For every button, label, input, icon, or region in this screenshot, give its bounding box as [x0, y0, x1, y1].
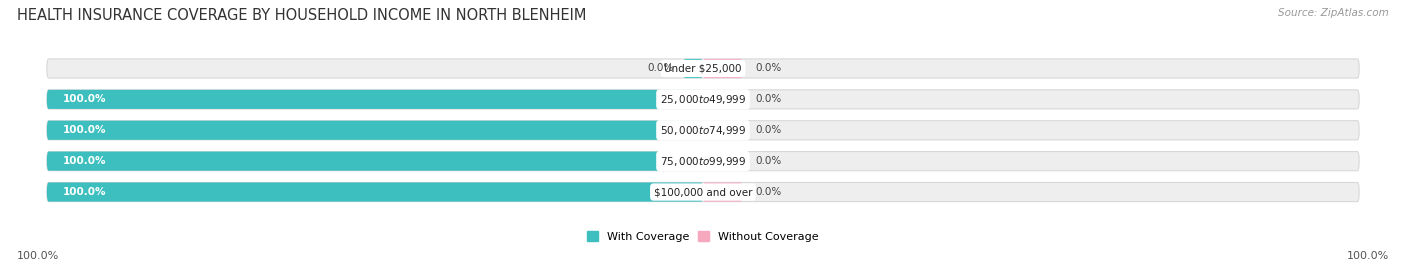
- Text: 100.0%: 100.0%: [63, 125, 107, 135]
- FancyBboxPatch shape: [46, 90, 1360, 109]
- FancyBboxPatch shape: [46, 182, 1360, 201]
- Text: 0.0%: 0.0%: [755, 63, 782, 73]
- Text: 0.0%: 0.0%: [755, 94, 782, 104]
- Text: 100.0%: 100.0%: [63, 187, 107, 197]
- Text: HEALTH INSURANCE COVERAGE BY HOUSEHOLD INCOME IN NORTH BLENHEIM: HEALTH INSURANCE COVERAGE BY HOUSEHOLD I…: [17, 8, 586, 23]
- Text: 100.0%: 100.0%: [1347, 251, 1389, 261]
- Text: 0.0%: 0.0%: [647, 63, 673, 73]
- FancyBboxPatch shape: [46, 59, 1360, 78]
- FancyBboxPatch shape: [703, 151, 742, 171]
- FancyBboxPatch shape: [683, 59, 703, 78]
- Text: Source: ZipAtlas.com: Source: ZipAtlas.com: [1278, 8, 1389, 18]
- FancyBboxPatch shape: [703, 182, 742, 201]
- FancyBboxPatch shape: [46, 90, 703, 109]
- Text: 0.0%: 0.0%: [755, 125, 782, 135]
- Text: $100,000 and over: $100,000 and over: [654, 187, 752, 197]
- FancyBboxPatch shape: [703, 121, 742, 140]
- Text: $25,000 to $49,999: $25,000 to $49,999: [659, 93, 747, 106]
- Text: 100.0%: 100.0%: [63, 156, 107, 166]
- FancyBboxPatch shape: [46, 182, 703, 201]
- Text: 100.0%: 100.0%: [63, 94, 107, 104]
- FancyBboxPatch shape: [703, 59, 742, 78]
- Legend: With Coverage, Without Coverage: With Coverage, Without Coverage: [582, 227, 824, 246]
- Text: 0.0%: 0.0%: [755, 156, 782, 166]
- Text: $50,000 to $74,999: $50,000 to $74,999: [659, 124, 747, 137]
- Text: $75,000 to $99,999: $75,000 to $99,999: [659, 155, 747, 168]
- Text: 0.0%: 0.0%: [755, 187, 782, 197]
- FancyBboxPatch shape: [703, 90, 742, 109]
- Text: Under $25,000: Under $25,000: [664, 63, 742, 73]
- FancyBboxPatch shape: [46, 151, 1360, 171]
- FancyBboxPatch shape: [46, 121, 1360, 140]
- Text: 100.0%: 100.0%: [17, 251, 59, 261]
- FancyBboxPatch shape: [46, 151, 703, 171]
- FancyBboxPatch shape: [46, 121, 703, 140]
